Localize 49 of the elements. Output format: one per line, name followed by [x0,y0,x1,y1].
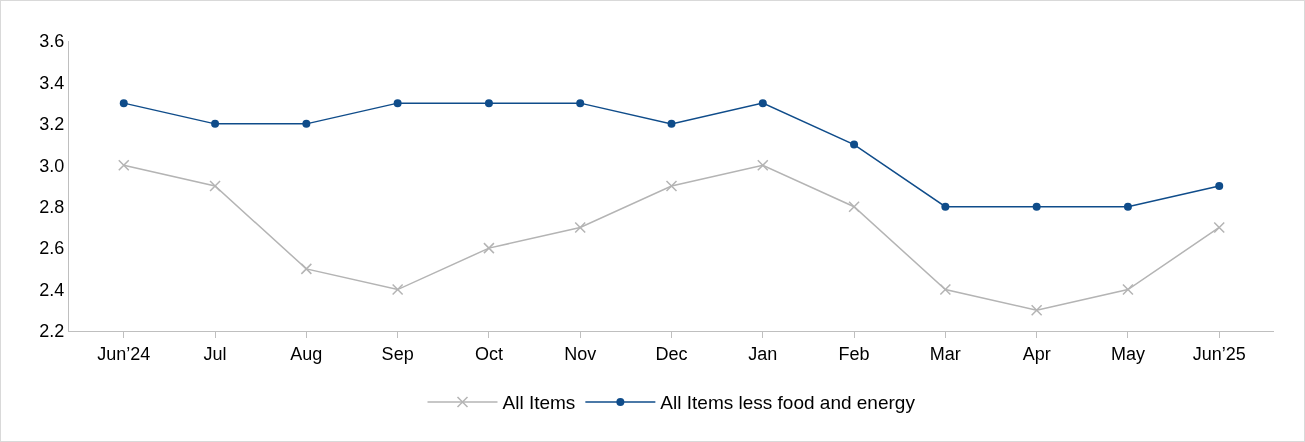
point [1032,202,1041,211]
point [1213,221,1225,234]
x-tick-label: Mar [929,343,961,364]
y-tick-label: 3.6 [39,31,65,52]
x-tick-label: Feb [838,343,870,364]
point [576,99,585,108]
point [850,140,859,149]
y-tick-label: 3.2 [39,114,65,135]
point [1122,283,1134,296]
point [302,119,311,128]
point [483,242,495,254]
point [391,283,404,296]
point [941,202,950,211]
y-tick-label: 2.4 [39,279,65,300]
point [665,180,678,192]
x-tick-label: Jan [748,343,778,364]
point [300,263,313,275]
point [209,180,221,192]
point [118,159,130,172]
x-tick-label: Oct [474,343,503,364]
y-tick-label: 2.8 [39,197,65,218]
legend-label: All Items [502,392,576,414]
point [484,99,493,108]
point [1215,182,1224,190]
point [211,119,220,128]
point [1030,304,1043,317]
x-tick-label: Apr [1022,343,1051,364]
x-tick-label: Jun’24 [97,343,151,364]
point [1123,202,1132,211]
y-tick-label: 2.2 [39,321,65,342]
y-tick-label: 3.4 [39,72,65,93]
x-tick-label: Jul [203,343,227,364]
x-tick-label: Aug [290,343,323,364]
x-tick-label: Dec [655,343,688,364]
point [758,99,767,108]
x-tick-label: Sep [381,343,414,364]
point [393,99,402,108]
point [119,99,128,108]
x-tick-label: Nov [564,343,597,364]
point [757,159,769,172]
x-tick-label: Jun’25 [1192,343,1246,364]
point [848,200,860,213]
x-tick-label: May [1110,343,1145,364]
legend-label: All Items less food and energy [660,392,916,414]
point [939,283,952,296]
point [667,119,676,128]
point [574,221,586,234]
y-tick-label: 3.0 [39,155,65,176]
y-tick-label: 2.6 [39,238,65,259]
